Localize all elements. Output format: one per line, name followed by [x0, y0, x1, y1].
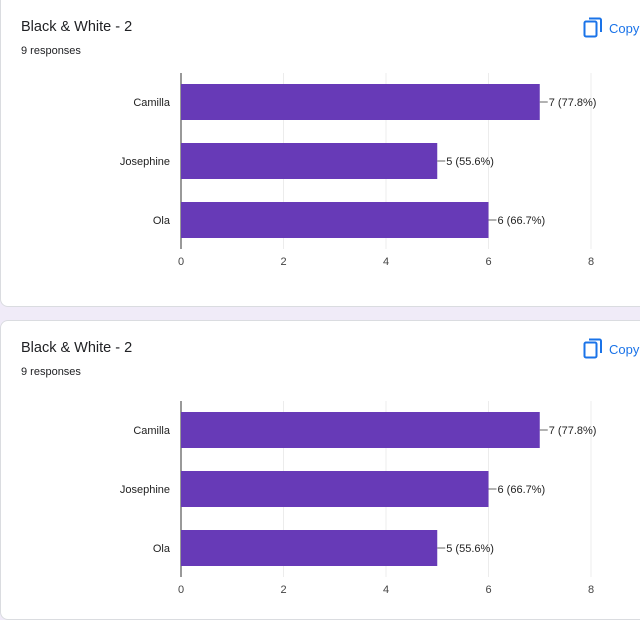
category-label: Ola [153, 543, 171, 555]
copy-icon [583, 17, 603, 39]
copy-label: Copy [609, 20, 640, 36]
category-label: Josephine [120, 484, 170, 496]
data-label: 7 (77.8%) [549, 97, 597, 109]
bar [181, 471, 489, 507]
category-label: Josephine [120, 156, 170, 168]
x-tick-label: 8 [588, 584, 594, 596]
x-tick-label: 6 [485, 584, 491, 596]
data-label: 7 (77.8%) [549, 425, 597, 437]
data-label: 5 (55.6%) [446, 156, 494, 168]
copy-button[interactable]: Copy [583, 17, 639, 39]
category-label: Ola [153, 215, 171, 227]
copy-icon [583, 338, 603, 360]
data-label: 5 (55.6%) [446, 543, 494, 555]
copy-label: Copy [609, 341, 640, 357]
bar [181, 530, 438, 566]
question-card: Black & White - 2 9 responses Copy Camil… [0, 0, 640, 307]
category-label: Camilla [133, 425, 171, 437]
bar-chart-svg: Camilla 7 (77.8%) Josephine 6 (66.7%) Ola 5 (… [120, 401, 597, 596]
x-tick-label: 4 [383, 584, 389, 596]
response-count: 9 responses [21, 366, 81, 378]
copy-button[interactable]: Copy [583, 338, 639, 360]
x-tick-label: 0 [178, 584, 184, 596]
bar-chart: Camilla 7 (77.8%) Josephine 6 (66.7%) Ola 5 (… [1, 401, 640, 616]
question-card: Black & White - 2 9 responses Copy Camil… [0, 320, 640, 620]
bar [181, 412, 540, 448]
bar-chart: Camilla 7 (77.8%) Josephine 5 (55.6%) Ola 6 (… [1, 73, 640, 288]
bar-chart-svg: Camilla 7 (77.8%) Josephine 5 (55.6%) Ola 6 (… [120, 73, 597, 268]
question-title: Black & White - 2 [21, 340, 133, 356]
x-tick-label: 2 [280, 256, 286, 268]
bar [181, 84, 540, 120]
question-title: Black & White - 2 [21, 19, 133, 35]
x-tick-label: 2 [280, 584, 286, 596]
x-tick-label: 8 [588, 256, 594, 268]
x-tick-label: 4 [383, 256, 389, 268]
x-tick-label: 6 [485, 256, 491, 268]
bar [181, 143, 438, 179]
data-label: 6 (66.7%) [498, 215, 546, 227]
data-label: 6 (66.7%) [498, 484, 546, 496]
x-tick-label: 0 [178, 256, 184, 268]
bar [181, 202, 489, 238]
category-label: Camilla [133, 97, 171, 109]
response-count: 9 responses [21, 45, 81, 57]
